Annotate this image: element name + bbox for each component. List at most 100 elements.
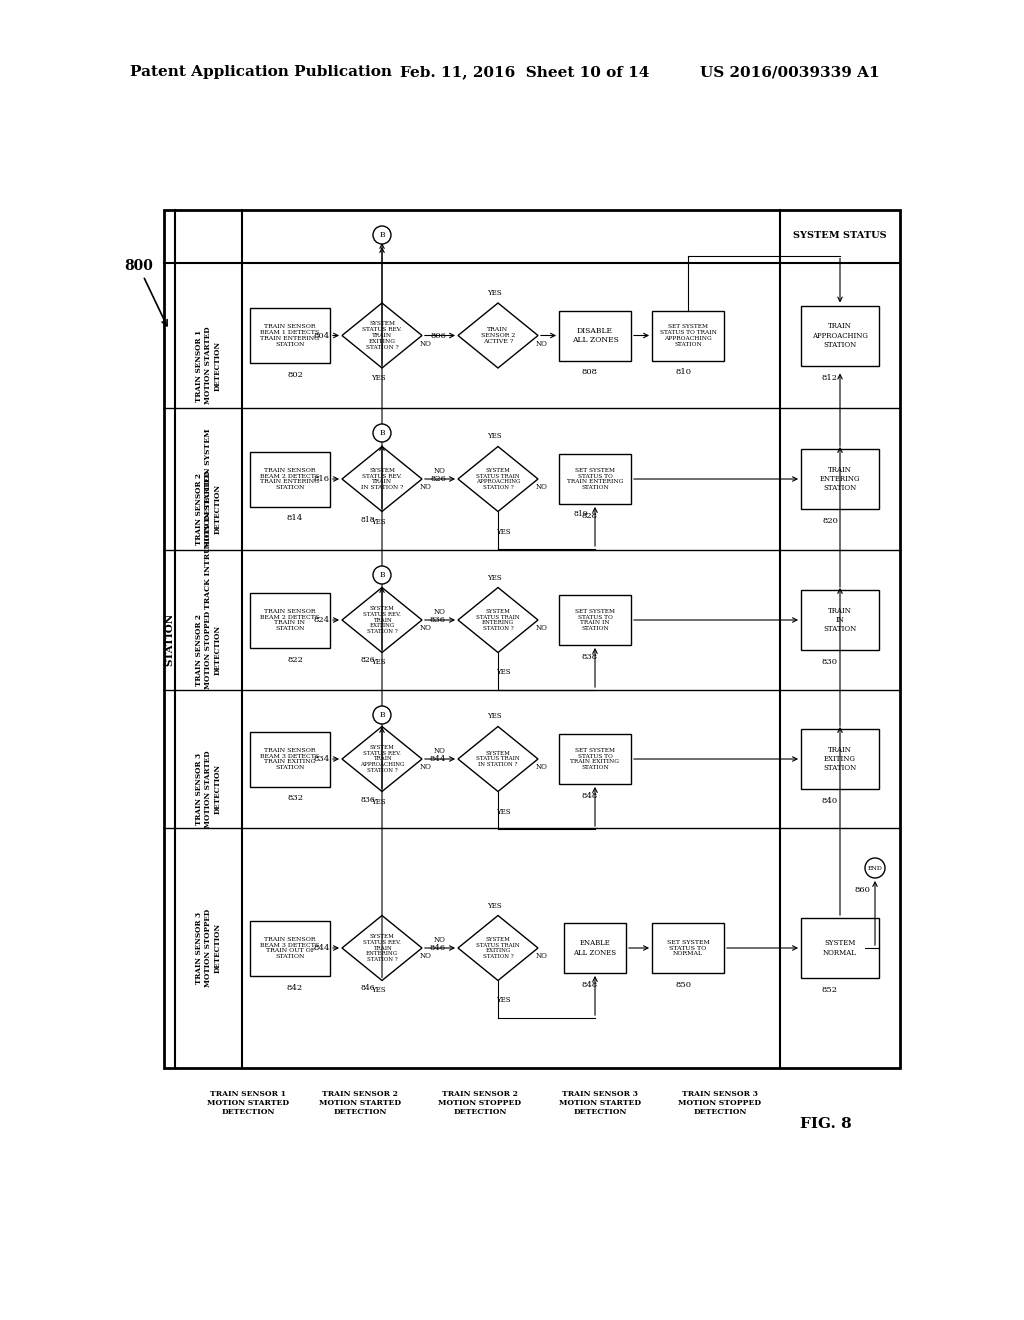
Text: TRAIN SENSOR 2
MOTION STARTED
DETECTION: TRAIN SENSOR 2 MOTION STARTED DETECTION <box>196 470 222 548</box>
Text: 814: 814 <box>287 515 303 523</box>
Text: TRAIN
EXITING
STATION: TRAIN EXITING STATION <box>823 746 857 772</box>
Bar <box>564 923 626 973</box>
Text: SYSTEM
STATUS TRAIN
ENTERING
STATION ?: SYSTEM STATUS TRAIN ENTERING STATION ? <box>476 609 520 631</box>
Text: TRAIN SENSOR 2
MOTION STOPPED
DETECTION: TRAIN SENSOR 2 MOTION STOPPED DETECTION <box>438 1090 521 1117</box>
Polygon shape <box>458 587 538 652</box>
Bar <box>559 454 631 504</box>
Bar <box>801 729 879 789</box>
Bar <box>652 923 724 973</box>
Text: 836: 836 <box>430 616 446 624</box>
Circle shape <box>373 566 391 583</box>
Text: 819: 819 <box>573 510 589 517</box>
Text: SET SYSTEM
STATUS TO
TRAIN ENTERING
STATION: SET SYSTEM STATUS TO TRAIN ENTERING STAT… <box>567 467 624 490</box>
Text: YES: YES <box>486 289 502 297</box>
Text: NO: NO <box>536 339 548 347</box>
Text: TRAIN SENSOR
BEAM 2 DETECTS
TRAIN ENTERING
STATION: TRAIN SENSOR BEAM 2 DETECTS TRAIN ENTERI… <box>260 467 319 490</box>
Bar <box>250 308 330 363</box>
Text: 860: 860 <box>854 886 870 894</box>
Text: NO: NO <box>420 763 432 771</box>
Text: YES: YES <box>486 902 502 909</box>
Text: ENABLE
ALL ZONES: ENABLE ALL ZONES <box>573 940 616 957</box>
Text: 834: 834 <box>314 755 330 763</box>
Text: 848: 848 <box>582 792 598 800</box>
Text: 802: 802 <box>287 371 303 379</box>
Text: SYSTEM
STATUS REV.
TRAIN
EXITING
STATION ?: SYSTEM STATUS REV. TRAIN EXITING STATION… <box>362 321 402 350</box>
Text: SYSTEM STATUS: SYSTEM STATUS <box>794 231 887 240</box>
Text: END: END <box>867 866 883 870</box>
Text: B: B <box>379 231 385 239</box>
Text: TRAIN SENSOR
BEAM 3 DETECTS
TRAIN OUT OF
STATION: TRAIN SENSOR BEAM 3 DETECTS TRAIN OUT OF… <box>260 937 319 960</box>
Circle shape <box>373 226 391 244</box>
Text: Patent Application Publication: Patent Application Publication <box>130 65 392 79</box>
Circle shape <box>865 858 885 878</box>
Text: TRAIN SENSOR 3
MOTION STARTED
DETECTION: TRAIN SENSOR 3 MOTION STARTED DETECTION <box>559 1090 641 1117</box>
Polygon shape <box>342 304 422 368</box>
Text: FIG. 8: FIG. 8 <box>800 1117 852 1131</box>
Bar <box>801 590 879 649</box>
Text: NO: NO <box>420 339 432 347</box>
Text: B: B <box>379 711 385 719</box>
Polygon shape <box>458 916 538 981</box>
Text: 830: 830 <box>822 657 838 667</box>
Polygon shape <box>458 726 538 792</box>
Text: YES: YES <box>371 986 385 994</box>
Text: YES: YES <box>486 713 502 721</box>
Text: YES: YES <box>496 808 510 816</box>
Text: 852: 852 <box>822 986 838 994</box>
Text: SET SYSTEM
STATUS TO
NORMAL: SET SYSTEM STATUS TO NORMAL <box>667 940 710 956</box>
Text: SYSTEM
STATUS REV.
TRAIN
EXITING
STATION ?: SYSTEM STATUS REV. TRAIN EXITING STATION… <box>364 606 401 634</box>
Text: DISABLE
ALL ZONES: DISABLE ALL ZONES <box>571 327 618 345</box>
Text: TRAIN
APPROACHING
STATION: TRAIN APPROACHING STATION <box>812 322 868 348</box>
Text: B: B <box>379 429 385 437</box>
Text: YES: YES <box>496 528 510 536</box>
Text: TRAIN SENSOR 3
MOTION STARTED
DETECTION: TRAIN SENSOR 3 MOTION STARTED DETECTION <box>196 750 222 828</box>
Text: Feb. 11, 2016  Sheet 10 of 14: Feb. 11, 2016 Sheet 10 of 14 <box>400 65 649 79</box>
Text: YES: YES <box>486 573 502 582</box>
Text: 848: 848 <box>582 981 598 989</box>
Text: 846: 846 <box>360 985 376 993</box>
Polygon shape <box>458 446 538 511</box>
Text: SET SYSTEM
STATUS TO TRAIN
APPROACHING
STATION: SET SYSTEM STATUS TO TRAIN APPROACHING S… <box>659 325 717 347</box>
Text: SYSTEM
NORMAL: SYSTEM NORMAL <box>823 940 857 957</box>
Text: TRAIN SENSOR 2
MOTION STARTED
DETECTION: TRAIN SENSOR 2 MOTION STARTED DETECTION <box>318 1090 401 1117</box>
Bar <box>652 310 724 360</box>
Text: YES: YES <box>496 997 510 1005</box>
Text: SET SYSTEM
STATUS TO
TRAIN IN
STATION: SET SYSTEM STATUS TO TRAIN IN STATION <box>575 609 615 631</box>
Text: SYSTEM
STATUS TRAIN
IN STATION ?: SYSTEM STATUS TRAIN IN STATION ? <box>476 751 520 767</box>
Text: YES: YES <box>371 517 385 525</box>
Text: 846: 846 <box>430 944 446 952</box>
Text: 810: 810 <box>675 368 691 376</box>
Text: TRAIN SENSOR
BEAM 1 DETECTS
TRAIN ENTERING
STATION: TRAIN SENSOR BEAM 1 DETECTS TRAIN ENTERI… <box>260 325 319 347</box>
Text: 844: 844 <box>313 944 330 952</box>
Polygon shape <box>342 587 422 652</box>
Text: 826: 826 <box>360 656 376 664</box>
Text: YES: YES <box>496 668 510 676</box>
Text: NO: NO <box>536 952 548 960</box>
Text: TRAIN SENSOR 3
MOTION STOPPED
DETECTION: TRAIN SENSOR 3 MOTION STOPPED DETECTION <box>196 909 222 987</box>
Bar <box>250 593 330 648</box>
Text: SYSTEM
STATUS REV.
TRAIN
APPROACHING
STATION ?: SYSTEM STATUS REV. TRAIN APPROACHING STA… <box>359 744 404 774</box>
Text: STATION: STATION <box>165 612 174 665</box>
Text: YES: YES <box>371 797 385 805</box>
Polygon shape <box>342 916 422 981</box>
Text: TRAIN
ENTERING
STATION: TRAIN ENTERING STATION <box>820 466 860 492</box>
Text: NO: NO <box>434 936 445 944</box>
Text: TRAIN SENSOR 3
MOTION STOPPED
DETECTION: TRAIN SENSOR 3 MOTION STOPPED DETECTION <box>679 1090 762 1117</box>
Text: NO: NO <box>420 952 432 960</box>
Text: NO: NO <box>434 467 445 475</box>
Text: TRAIN SENSOR
BEAM 2 DETECTS
TRAIN IN
STATION: TRAIN SENSOR BEAM 2 DETECTS TRAIN IN STA… <box>260 609 319 631</box>
Text: NO: NO <box>420 624 432 632</box>
Text: NO: NO <box>536 483 548 491</box>
Text: 800: 800 <box>124 259 167 326</box>
Text: 842: 842 <box>287 983 303 991</box>
Text: SYSTEM
STATUS REV.
TRAIN
ENTERING
STATION ?: SYSTEM STATUS REV. TRAIN ENTERING STATIO… <box>364 935 401 962</box>
Text: YES: YES <box>371 659 385 667</box>
Text: TRAIN
SENSOR 2
ACTIVE ?: TRAIN SENSOR 2 ACTIVE ? <box>481 327 515 343</box>
Bar <box>250 451 330 507</box>
Text: NO: NO <box>536 624 548 632</box>
Polygon shape <box>342 726 422 792</box>
Text: 828: 828 <box>582 512 598 520</box>
Bar <box>164 210 900 1068</box>
Text: NO: NO <box>536 763 548 771</box>
Text: TRAIN SENSOR
BEAM 3 DETECTS
TRAIN EXITING
STATION: TRAIN SENSOR BEAM 3 DETECTS TRAIN EXITIN… <box>260 748 319 770</box>
